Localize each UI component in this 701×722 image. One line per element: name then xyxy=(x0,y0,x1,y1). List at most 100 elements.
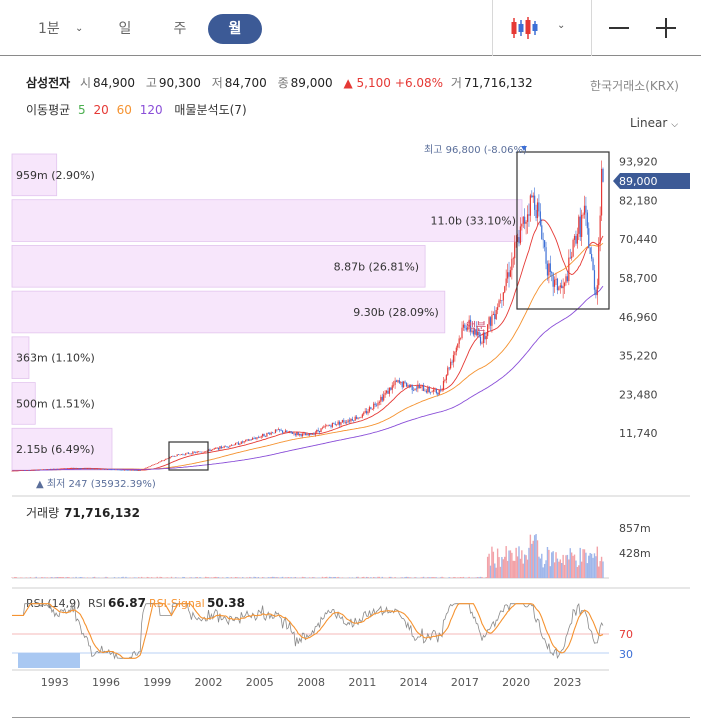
candle-body xyxy=(205,451,207,452)
volume-bar xyxy=(213,577,215,578)
candle-body xyxy=(263,433,265,437)
volume-bar xyxy=(222,577,224,578)
price-tick: 93,920 xyxy=(619,156,658,169)
candle-body xyxy=(488,317,490,325)
volume-bar xyxy=(276,577,278,578)
ma60-label: 60 xyxy=(116,103,132,117)
scale-dropdown[interactable]: Linear ⌵ xyxy=(630,116,678,130)
volume-bar xyxy=(405,576,408,578)
volume-bar xyxy=(435,577,438,578)
candle-body xyxy=(153,464,156,465)
price-chart[interactable]: 959m (2.90%) 11.0b (33.10%) 8.87b (26.81%)… xyxy=(0,140,701,720)
candle-body xyxy=(225,446,227,447)
candle-body xyxy=(535,209,537,219)
candle-body xyxy=(381,396,383,401)
volume-profile-label: 8.87b (26.81%) xyxy=(334,260,420,273)
candle-body xyxy=(256,437,258,439)
candle-body xyxy=(113,469,116,471)
candle-body xyxy=(229,445,231,448)
price-tick: 58,700 xyxy=(619,272,658,285)
volume-bar xyxy=(54,577,56,578)
volume-bar xyxy=(133,577,136,578)
candle-body xyxy=(495,309,497,320)
candle-body xyxy=(525,221,527,224)
volume-bar xyxy=(428,577,430,578)
candle-body xyxy=(328,425,331,427)
candle-body xyxy=(425,390,428,393)
volume-bar xyxy=(593,553,596,578)
candle-body xyxy=(509,270,512,277)
candlestick-icon[interactable] xyxy=(510,16,540,40)
candle-body xyxy=(320,428,322,433)
candle-body xyxy=(330,425,332,427)
candle-body xyxy=(337,421,339,425)
candle-body xyxy=(441,389,443,391)
candle-body xyxy=(353,420,355,422)
candle-body xyxy=(126,470,128,471)
candle-body xyxy=(529,195,531,216)
price-tick: 70,440 xyxy=(619,233,658,246)
candle-body xyxy=(108,469,110,470)
chevron-down-icon[interactable]: ⌄ xyxy=(557,20,566,31)
candle-body xyxy=(326,425,328,427)
candle-body xyxy=(508,272,510,277)
tab-month[interactable]: 월 xyxy=(208,14,262,44)
candle-body xyxy=(552,273,554,287)
candle-body xyxy=(579,216,581,237)
candle-body xyxy=(240,441,242,444)
candle-body xyxy=(344,422,346,423)
volume-bar xyxy=(377,576,379,578)
volume-bar xyxy=(502,559,505,578)
volume-bar xyxy=(441,576,443,578)
candle-body xyxy=(384,392,386,395)
candle-body xyxy=(464,324,466,329)
candle-body xyxy=(27,470,29,471)
period-dropdown[interactable]: 1분 ⌄ xyxy=(20,14,90,44)
volume-tick: 857m xyxy=(619,522,651,535)
candle-body xyxy=(82,468,84,470)
volume-bars xyxy=(11,534,604,578)
current-price-tag: 89,000 xyxy=(613,173,690,189)
candle-body xyxy=(358,417,361,419)
volume-bar xyxy=(511,552,513,578)
volume-bar xyxy=(461,577,463,578)
candle-body xyxy=(534,195,536,210)
volume-bar xyxy=(103,577,106,578)
candle-body xyxy=(262,433,264,437)
candle-body xyxy=(139,470,141,471)
zoom-in-icon[interactable] xyxy=(656,18,676,38)
tab-week[interactable]: 주 xyxy=(173,21,187,37)
tab-day[interactable]: 일 xyxy=(118,21,132,37)
volume-bar xyxy=(195,577,197,578)
candle-body xyxy=(79,468,81,469)
time-axis-label: 2017 xyxy=(451,676,479,689)
candle-body xyxy=(461,327,463,338)
candle-body xyxy=(347,420,349,423)
volume-bar xyxy=(559,559,561,578)
volume-bar xyxy=(46,577,49,578)
volume-bar xyxy=(106,577,109,578)
indicator-legend[interactable]: 이동평균 5 20 60 120 매물분석도(7) xyxy=(26,101,251,118)
candle-body xyxy=(558,287,560,291)
candle-body xyxy=(385,390,388,393)
candle-body xyxy=(411,384,413,391)
candle-body xyxy=(428,387,430,392)
volume-bar xyxy=(326,576,328,578)
candle-body xyxy=(250,439,252,441)
change-value: ▲ 5,100 xyxy=(343,76,391,90)
candle-body xyxy=(553,279,556,287)
candle-body xyxy=(578,216,580,234)
volume-bar xyxy=(486,556,489,578)
volume-profile-label: 2.15b (6.49%) xyxy=(16,443,95,456)
candle-body xyxy=(125,470,127,471)
price-tick: 35,220 xyxy=(619,350,658,363)
volume-bar xyxy=(541,553,543,578)
volume-bar xyxy=(583,549,586,578)
rsi-lines xyxy=(12,602,604,660)
volume-bar xyxy=(373,577,375,578)
volume-bar xyxy=(422,576,425,578)
zoom-out-icon[interactable] xyxy=(609,27,629,29)
candle-body xyxy=(64,468,66,469)
candle-body xyxy=(536,202,539,219)
candle-body xyxy=(203,451,205,453)
